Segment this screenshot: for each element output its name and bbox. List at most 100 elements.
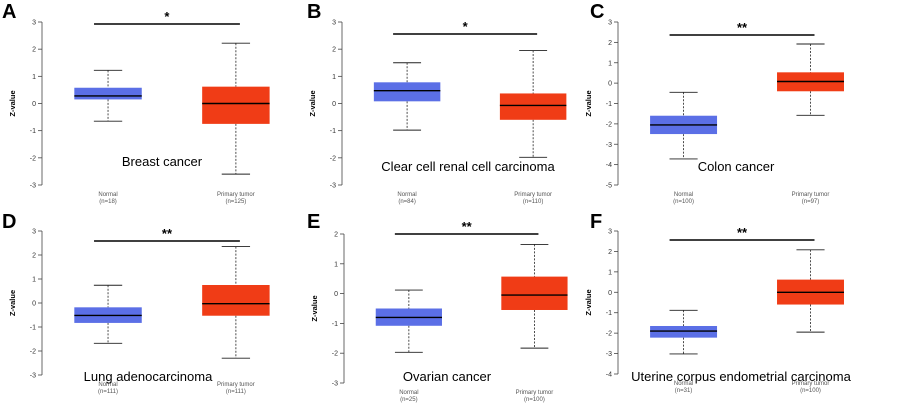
panel-b: B -3 -2 -1 0 1 2 3 Z-value Normal(n=84) Primary tu… (307, 1, 567, 205)
x-sample-count: (n=97) (802, 199, 820, 205)
y-tick-label: -3 (606, 142, 612, 149)
y-tick-label: 2 (332, 47, 336, 54)
y-tick-label: 3 (608, 20, 612, 27)
y-tick-label: -1 (332, 321, 338, 328)
box-iqr (499, 93, 567, 120)
y-tick-label: -2 (330, 155, 336, 162)
box-iqr (74, 87, 142, 100)
x-category-label: Primary tumor (792, 192, 830, 198)
x-category-label: Normal (674, 381, 693, 387)
cancer-type-title: Breast cancer (122, 154, 203, 169)
y-tick-label: 0 (32, 301, 36, 308)
y-tick-label: -5 (606, 183, 612, 190)
significance-marker: ** (462, 219, 473, 234)
x-category-label: Normal (399, 390, 418, 396)
x-category-label: Primary tumor (217, 382, 255, 388)
y-tick-label: 2 (334, 232, 338, 239)
x-sample-count: (n=125) (225, 199, 246, 205)
cancer-type-title: Ovarian cancer (403, 369, 492, 384)
significance-marker: * (164, 9, 170, 24)
box-normal: Normal(n=25) (375, 289, 442, 403)
panel-letter: C (590, 1, 604, 23)
x-sample-count: (n=111) (226, 389, 246, 395)
box-primary-tumor: Primary tumor(n=100) (777, 249, 844, 394)
x-category-label: Normal (98, 382, 117, 388)
x-sample-count: (n=18) (99, 199, 117, 205)
box-normal: Normal(n=111) (74, 284, 142, 395)
y-tick-label: -2 (30, 155, 36, 162)
x-category-label: Normal (98, 192, 117, 198)
y-tick-label: 3 (32, 229, 36, 236)
y-tick-label: -4 (606, 372, 612, 379)
y-tick-label: 1 (32, 277, 36, 284)
y-axis-label: Z-value (8, 90, 17, 116)
y-tick-label: 1 (32, 74, 36, 81)
significance-marker: ** (162, 226, 173, 241)
y-axis-label: Z-value (584, 90, 593, 116)
x-category-label: Primary tumor (514, 192, 552, 198)
box-iqr (373, 82, 441, 102)
y-tick-label: -2 (606, 331, 612, 338)
cancer-type-title: Clear cell renal cell carcinoma (381, 159, 555, 174)
panel-f: F -4 -3 -2 -1 0 1 2 3 Z-value Normal(n=31) Primary … (584, 211, 852, 394)
y-tick-label: -3 (330, 183, 336, 190)
y-axis-label: Z-value (8, 290, 17, 316)
x-category-label: Primary tumor (217, 192, 255, 198)
y-axis-label: Z-value (584, 289, 593, 315)
x-category-label: Normal (397, 192, 416, 198)
x-sample-count: (n=25) (400, 397, 418, 403)
y-tick-label: -3 (30, 373, 36, 380)
y-tick-label: 3 (32, 20, 36, 27)
y-tick-label: -3 (332, 381, 338, 388)
y-tick-label: -2 (332, 351, 338, 358)
significance-marker: ** (737, 225, 748, 240)
box-normal: Normal(n=18) (74, 69, 142, 205)
x-category-label: Primary tumor (516, 390, 554, 396)
y-tick-label: 2 (32, 253, 36, 260)
cancer-type-title: Uterine corpus endometrial carcinoma (631, 369, 851, 384)
y-tick-label: -4 (606, 162, 612, 169)
y-tick-label: -2 (30, 349, 36, 356)
y-tick-label: -1 (30, 325, 36, 332)
significance-marker: ** (737, 20, 748, 35)
panel-a: A -3 -2 -1 0 1 2 3 Z-value Normal(n=18) Primary tu… (2, 1, 270, 205)
box-normal: Normal(n=84) (373, 62, 441, 205)
y-tick-label: 0 (334, 291, 338, 298)
y-tick-label: 1 (332, 74, 336, 81)
y-tick-label: -1 (606, 310, 612, 317)
y-axis-label: Z-value (310, 295, 319, 321)
box-iqr (501, 276, 568, 310)
box-normal: Normal(n=31) (650, 309, 718, 394)
y-tick-label: -2 (606, 121, 612, 128)
y-tick-label: 2 (608, 40, 612, 47)
x-sample-count: (n=111) (98, 389, 118, 395)
y-tick-label: 3 (608, 229, 612, 236)
x-sample-count: (n=100) (524, 397, 545, 403)
box-normal: Normal(n=100) (650, 91, 718, 205)
panel-letter: B (307, 1, 321, 23)
x-category-label: Normal (674, 192, 693, 198)
y-tick-label: 2 (608, 249, 612, 256)
y-tick-label: -3 (30, 183, 36, 190)
box-primary-tumor: Primary tumor(n=110) (499, 50, 567, 205)
panel-c: C -5 -4 -3 -2 -1 0 1 2 3 Z-value Normal(n=100) Prima… (584, 1, 844, 205)
y-tick-label: 0 (608, 81, 612, 88)
box-iqr (650, 325, 718, 338)
y-axis-label: Z-value (308, 90, 317, 116)
box-primary-tumor: Primary tumor(n=97) (777, 43, 844, 205)
y-tick-label: 1 (334, 261, 338, 268)
y-tick-label: 1 (608, 60, 612, 67)
y-tick-label: 3 (332, 20, 336, 27)
panel-letter: D (2, 211, 16, 233)
box-primary-tumor: Primary tumor(n=111) (202, 246, 270, 395)
y-tick-label: 0 (332, 101, 336, 108)
x-sample-count: (n=31) (675, 388, 693, 394)
y-tick-label: 0 (608, 290, 612, 297)
panel-e: E -3 -2 -1 0 1 2 Z-value Normal(n=25) Primary tum… (307, 211, 568, 403)
y-tick-label: -1 (30, 128, 36, 135)
cancer-type-title: Colon cancer (698, 159, 775, 174)
panel-letter: A (2, 1, 16, 23)
panel-letter: E (307, 211, 320, 233)
